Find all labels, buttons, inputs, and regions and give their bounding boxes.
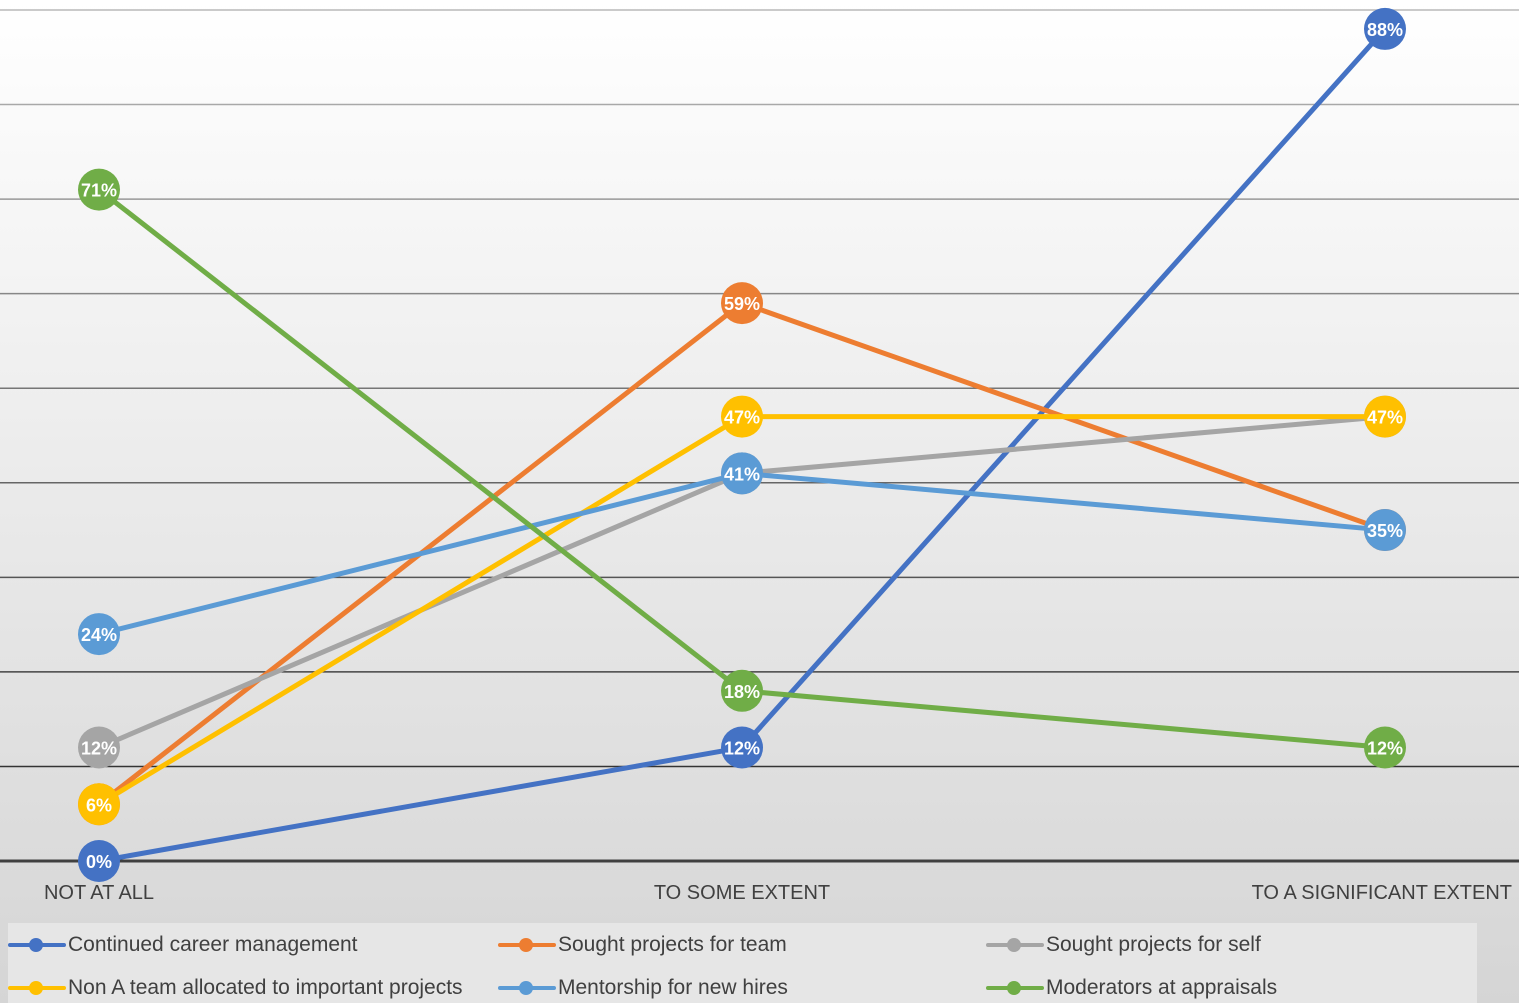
legend: Continued career management Sought projec… [8, 923, 1477, 1003]
data-label: 12% [81, 739, 117, 759]
data-label: 12% [724, 739, 760, 759]
data-point [78, 726, 120, 769]
data-markers: 0% 12% 88% 59% 12% 6% 47% 47% 24% 41% 35% 71% 18% 12% [78, 7, 1406, 882]
data-point [78, 840, 120, 882]
data-label: 6% [86, 795, 112, 815]
data-point [78, 613, 120, 656]
data-point [1364, 726, 1406, 769]
data-point [1364, 509, 1406, 552]
legend-item: Sought projects for team [498, 933, 787, 957]
x-tick-label: NOT AT ALL [44, 882, 154, 904]
legend-marker [986, 981, 1044, 995]
x-tick-label: TO A SIGNIFICANT EXTENT [1252, 882, 1512, 904]
data-label: 24% [81, 625, 117, 645]
legend-marker [8, 981, 66, 995]
legend-label: Continued career management [68, 933, 358, 956]
data-point [721, 395, 763, 438]
data-point [1364, 7, 1406, 50]
legend-label: Mentorship for new hires [558, 976, 788, 999]
legend-item: Non A team allocated to important projec… [8, 976, 463, 1000]
legend-marker [498, 981, 556, 995]
legend-label: Sought projects for team [558, 933, 787, 956]
data-label: 35% [1367, 521, 1403, 541]
x-axis: NOT AT ALL TO SOME EXTENT TO A SIGNIFICANT… [44, 882, 1512, 904]
data-label: 41% [724, 464, 760, 484]
data-label: 59% [724, 294, 760, 314]
data-point [721, 282, 763, 325]
data-label: 47% [1367, 408, 1403, 428]
data-label: 71% [81, 181, 117, 201]
data-point [78, 783, 120, 826]
legend-item: Continued career management [8, 933, 358, 957]
data-label: 88% [1367, 20, 1403, 40]
data-point [721, 452, 763, 495]
legend-marker [498, 938, 556, 952]
legend-label: Moderators at appraisals [1046, 976, 1278, 999]
legend-label: Sought projects for self [1046, 933, 1261, 956]
legend-item: Mentorship for new hires [498, 976, 788, 1000]
data-point [721, 726, 763, 769]
data-label: 18% [724, 682, 760, 702]
data-label: 12% [1367, 739, 1403, 759]
legend-marker [8, 938, 66, 952]
data-label: 0% [86, 852, 112, 872]
data-point [78, 168, 120, 211]
legend-marker [986, 938, 1044, 952]
legend-item: Moderators at appraisals [986, 976, 1277, 1000]
data-point [721, 669, 763, 712]
data-point [1364, 395, 1406, 438]
x-tick-label: TO SOME EXTENT [654, 882, 830, 904]
legend-label: Non A team allocated to important projec… [68, 976, 463, 999]
legend-item: Sought projects for self [986, 933, 1261, 957]
data-label: 47% [724, 408, 760, 428]
